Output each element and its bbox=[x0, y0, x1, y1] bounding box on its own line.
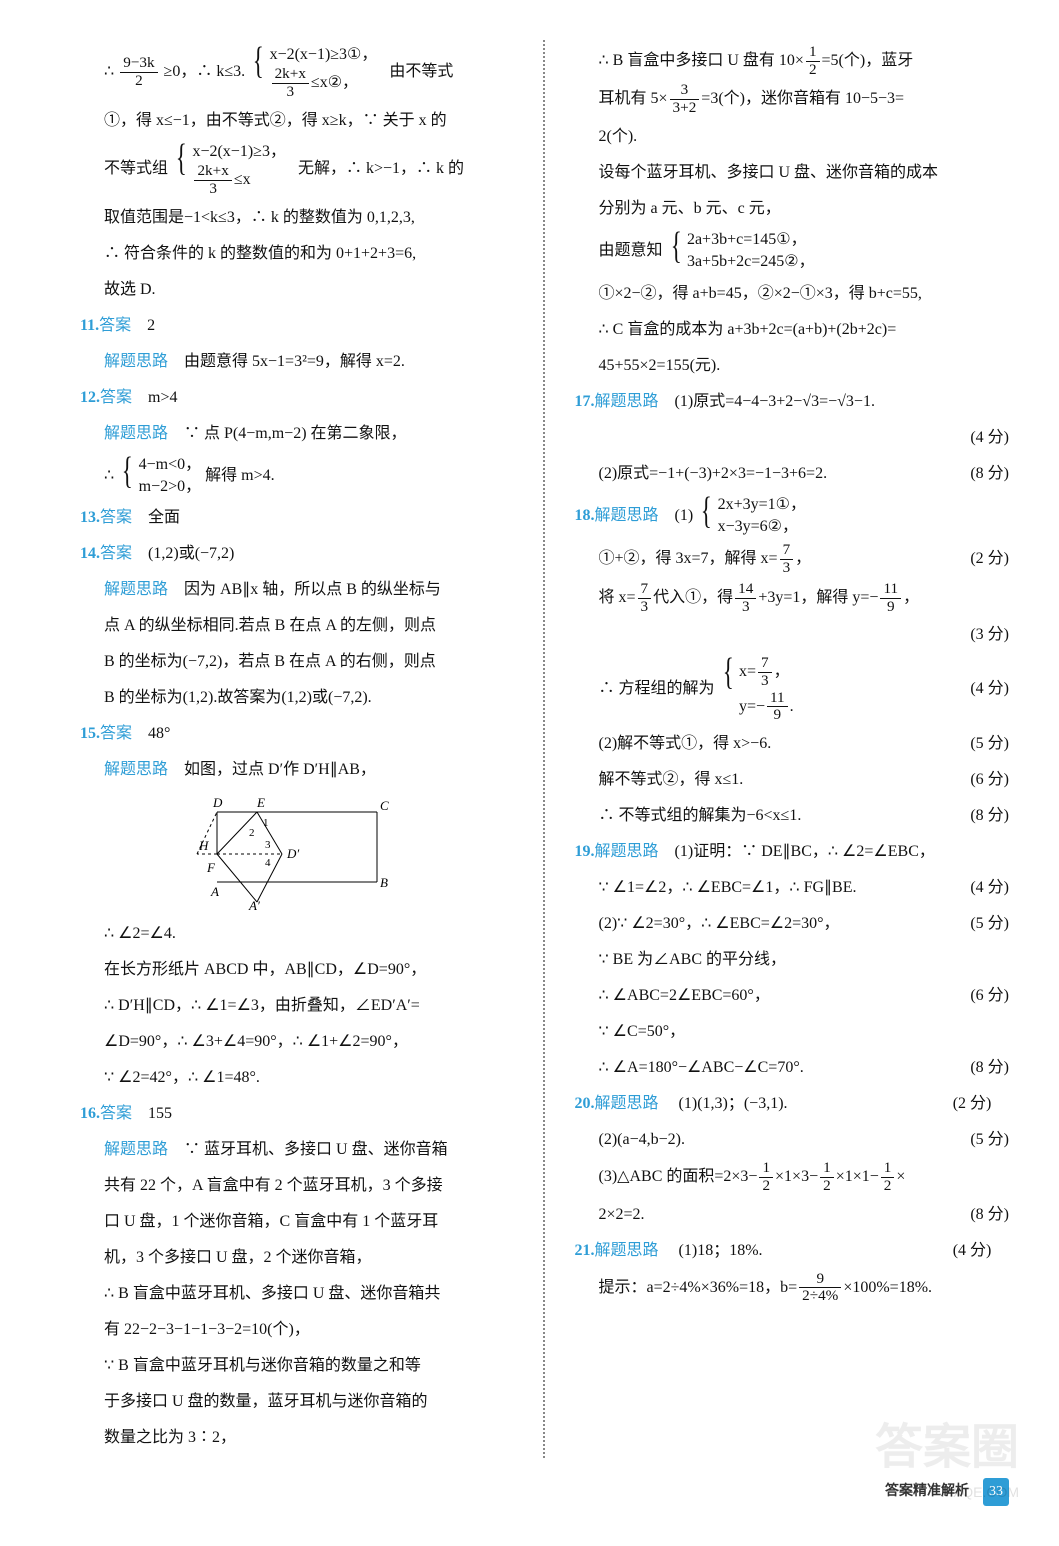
svg-text:B: B bbox=[380, 875, 388, 890]
q14: 14.答案 (1,2)或(−7,2) bbox=[80, 538, 515, 570]
line: (2)∵ ∠2=30°，∴ ∠EBC=∠2=30°，(5 分) bbox=[575, 908, 1010, 940]
q18: 18.解题思路 (1) { 2x+3y=1①，x−3y=6②， bbox=[575, 494, 1010, 539]
page-footer: 答案精准解析 33 bbox=[80, 1478, 1009, 1506]
line: 设每个蓝牙耳机、多接口 U 盘、迷你音箱的成本 bbox=[575, 157, 1010, 189]
q13: 13.答案 全面 bbox=[80, 502, 515, 534]
svg-text:D: D bbox=[212, 795, 223, 810]
line: ∴ { 4−m<0，m−2>0， 解得 m>4. bbox=[80, 454, 515, 499]
line: (2)原式=−1+(−3)+2×3=−1−3+6=2.(8 分) bbox=[575, 458, 1010, 490]
line: (3)△ABC 的面积=2×3−12×1×3−12×1×1−12× bbox=[575, 1160, 1010, 1194]
line: ∴ B 盲盒中蓝牙耳机、多接口 U 盘、迷你音箱共 bbox=[80, 1278, 515, 1310]
line: 故选 D. bbox=[80, 274, 515, 306]
line: ∵ ∠2=42°，∴ ∠1=48°. bbox=[80, 1062, 515, 1094]
q20: 20.解题思路 (1)(1,3)；(−3,1).(2 分) bbox=[575, 1088, 1010, 1120]
line: ∴ 符合条件的 k 的整数值的和为 0+1+2+3=6, bbox=[80, 238, 515, 270]
line: 耳机有 5×33+2=3(个)，迷你音箱有 10−5−3= bbox=[575, 82, 1010, 116]
svg-text:1: 1 bbox=[263, 817, 269, 829]
line: 将 x=73代入①，得143+3y=1，解得 y=−119， bbox=[575, 581, 1010, 615]
line: ∵ B 盲盒中蓝牙耳机与迷你音箱的数量之和等 bbox=[80, 1350, 515, 1382]
line: 在长方形纸片 ABCD 中，AB∥CD，∠D=90°， bbox=[80, 954, 515, 986]
line: 共有 22 个，A 盲盒中有 2 个蓝牙耳机，3 个多接 bbox=[80, 1170, 515, 1202]
q16: 16.答案 155 bbox=[80, 1098, 515, 1130]
line: ①×2−②，得 a+b=45，②×2−①×3，得 b+c=55, bbox=[575, 278, 1010, 310]
line: ∴ B 盲盒中多接口 U 盘有 10×12=5(个)，蓝牙 bbox=[575, 44, 1010, 78]
right-column: ∴ B 盲盒中多接口 U 盘有 10×12=5(个)，蓝牙 耳机有 5×33+2… bbox=[575, 40, 1010, 1458]
line: ∵ ∠C=50°， bbox=[575, 1016, 1010, 1048]
line: 提示：a=2÷4%×36%=18，b=92÷4%×100%=18%. bbox=[575, 1271, 1010, 1305]
line: 取值范围是−1<k≤3，∴ k 的整数值为 0,1,2,3, bbox=[80, 202, 515, 234]
svg-text:2: 2 bbox=[249, 827, 255, 839]
line: 于多接口 U 盘的数量，蓝牙耳机与迷你音箱的 bbox=[80, 1386, 515, 1418]
mark: (4 分) bbox=[575, 422, 1010, 454]
line: ∴ 不等式组的解集为−6<x≤1.(8 分) bbox=[575, 800, 1010, 832]
line: ∴ ∠A=180°−∠ABC−∠C=70°.(8 分) bbox=[575, 1052, 1010, 1084]
line: ∴ ∠ABC=2∠EBC=60°，(6 分) bbox=[575, 980, 1010, 1012]
line: ∠D=90°，∴ ∠3+∠4=90°，∴ ∠1+∠2=90°， bbox=[80, 1026, 515, 1058]
q12: 12.答案 m>4 bbox=[80, 382, 515, 414]
svg-text:A′: A′ bbox=[248, 898, 260, 912]
line: 分别为 a 元、b 元、c 元， bbox=[575, 193, 1010, 225]
line: (2)解不等式①，得 x>−6.(5 分) bbox=[575, 728, 1010, 760]
line: ∵ BE 为∠ABC 的平分线， bbox=[575, 944, 1010, 976]
page-columns: ∴ 9−3k2 ≥0，∴ k≤3. { x−2(x−1)≥3①， 2k+x3≤x… bbox=[80, 40, 1009, 1458]
svg-text:E: E bbox=[256, 795, 265, 810]
line: 机，3 个多接口 U 盘，2 个迷你音箱， bbox=[80, 1242, 515, 1274]
line: 解不等式②，得 x≤1.(6 分) bbox=[575, 764, 1010, 796]
q15-s: 解题思路 如图，过点 D′作 D′H∥AB， bbox=[80, 754, 515, 786]
svg-text:4: 4 bbox=[265, 857, 271, 869]
line: 不等式组 { x−2(x−1)≥3， 2k+x3≤x 无解，∴ k>−1，∴ k… bbox=[80, 141, 515, 198]
line: 口 U 盘，1 个迷你音箱，C 盲盒中有 1 个蓝牙耳 bbox=[80, 1206, 515, 1238]
line: 2(个). bbox=[575, 121, 1010, 153]
line: 由题意知 { 2a+3b+c=145①，3a+5b+2c=245②， bbox=[575, 229, 1010, 274]
svg-text:C: C bbox=[380, 798, 389, 813]
line: 45+55×2=155(元). bbox=[575, 350, 1010, 382]
q11-s: 解题思路 由题意得 5x−1=3²=9，解得 x=2. bbox=[80, 346, 515, 378]
q16-s: 解题思路 ∵ 蓝牙耳机、多接口 U 盘、迷你音箱 bbox=[80, 1134, 515, 1166]
line: ∵ ∠1=∠2，∴ ∠EBC=∠1，∴ FG∥BE.(4 分) bbox=[575, 872, 1010, 904]
svg-text:3: 3 bbox=[265, 839, 271, 851]
line: 2×2=2.(8 分) bbox=[575, 1199, 1010, 1231]
line: 有 22−2−3−1−1−3−2=10(个)， bbox=[80, 1314, 515, 1346]
line: ∴ D′H∥CD，∴ ∠1=∠3，由折叠知，∠ED′A′= bbox=[80, 990, 515, 1022]
line: B 的坐标为(1,2).故答案为(1,2)或(−7,2). bbox=[80, 682, 515, 714]
line: ①+②，得 3x=7，解得 x=73， (2 分) bbox=[575, 542, 1010, 576]
line: ∴ ∠2=∠4. bbox=[80, 918, 515, 950]
q21: 21.解题思路 (1)18；18%.(4 分) bbox=[575, 1235, 1010, 1267]
svg-text:A: A bbox=[210, 884, 219, 899]
q19: 19.解题思路 (1)证明：∵ DE∥BC，∴ ∠2=∠EBC， bbox=[575, 836, 1010, 868]
q15-diagram: D E C H F A B D′ A′ 1 2 3 4 bbox=[80, 792, 515, 912]
q12-s: 解题思路 ∵ 点 P(4−m,m−2) 在第二象限， bbox=[80, 418, 515, 450]
q11: 11.答案 2 bbox=[80, 310, 515, 342]
mark: (3 分) bbox=[575, 619, 1010, 651]
q14-s: 解题思路 因为 AB∥x 轴，所以点 B 的纵坐标与 bbox=[80, 574, 515, 606]
line: 数量之比为 3∶2， bbox=[80, 1422, 515, 1454]
line: B 的坐标为(−7,2)，若点 B 在点 A 的右侧，则点 bbox=[80, 646, 515, 678]
svg-text:H: H bbox=[198, 838, 209, 853]
svg-text:F: F bbox=[206, 860, 216, 875]
line: (2)(a−4,b−2).(5 分) bbox=[575, 1124, 1010, 1156]
column-divider bbox=[543, 40, 547, 1458]
line: ∴ 方程组的解为 { x=73， y=−119. (4 分) bbox=[575, 655, 1010, 724]
q15: 15.答案 48° bbox=[80, 718, 515, 750]
svg-text:D′: D′ bbox=[286, 846, 299, 861]
line: ∴ C 盲盒的成本为 a+3b+2c=(a+b)+(2b+2c)= bbox=[575, 314, 1010, 346]
q17: 17.解题思路 (1)原式=4−4−3+2−√3=−√3−1. bbox=[575, 386, 1010, 418]
left-column: ∴ 9−3k2 ≥0，∴ k≤3. { x−2(x−1)≥3①， 2k+x3≤x… bbox=[80, 40, 515, 1458]
watermark-url: MXQE.COM bbox=[941, 1478, 1019, 1506]
line: 点 A 的纵坐标相同.若点 B 在点 A 的左侧，则点 bbox=[80, 610, 515, 642]
line: ①，得 x≤−1，由不等式②，得 x≥k，∵ 关于 x 的 bbox=[80, 105, 515, 137]
line: ∴ 9−3k2 ≥0，∴ k≤3. { x−2(x−1)≥3①， 2k+x3≤x… bbox=[80, 44, 515, 101]
